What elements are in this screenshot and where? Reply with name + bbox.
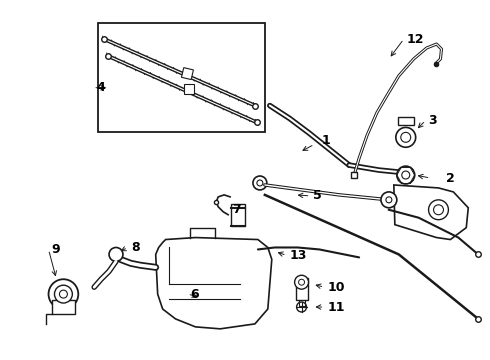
Circle shape [294,275,309,289]
Bar [231,204,245,226]
Circle shape [401,132,411,142]
Text: 13: 13 [290,249,307,262]
Text: 7: 7 [232,203,241,216]
Text: 6: 6 [191,288,199,301]
Circle shape [54,285,73,303]
Circle shape [381,192,397,208]
Text: 9: 9 [51,243,60,256]
Text: 1: 1 [321,134,330,147]
Text: 3: 3 [429,114,437,127]
Text: 2: 2 [446,171,455,185]
Circle shape [257,180,263,186]
Circle shape [397,166,415,184]
Circle shape [434,205,443,215]
Circle shape [396,127,416,147]
Circle shape [386,197,392,203]
Text: 10: 10 [327,281,345,294]
Bar [295,278,308,300]
Text: 8: 8 [131,241,140,254]
Circle shape [109,247,123,261]
Polygon shape [394,185,468,239]
Circle shape [49,279,78,309]
Circle shape [298,279,305,285]
Circle shape [59,290,68,298]
Polygon shape [156,238,272,329]
Bar [181,68,194,80]
Bar [398,117,414,125]
Circle shape [429,200,448,220]
Bar [51,300,75,314]
Text: 4: 4 [96,81,105,94]
Circle shape [296,302,307,312]
Circle shape [402,171,410,179]
Circle shape [253,176,267,190]
Text: 12: 12 [407,33,424,46]
Bar [98,23,265,132]
Text: 11: 11 [327,301,345,314]
Bar [184,84,195,94]
Text: 5: 5 [314,189,322,202]
